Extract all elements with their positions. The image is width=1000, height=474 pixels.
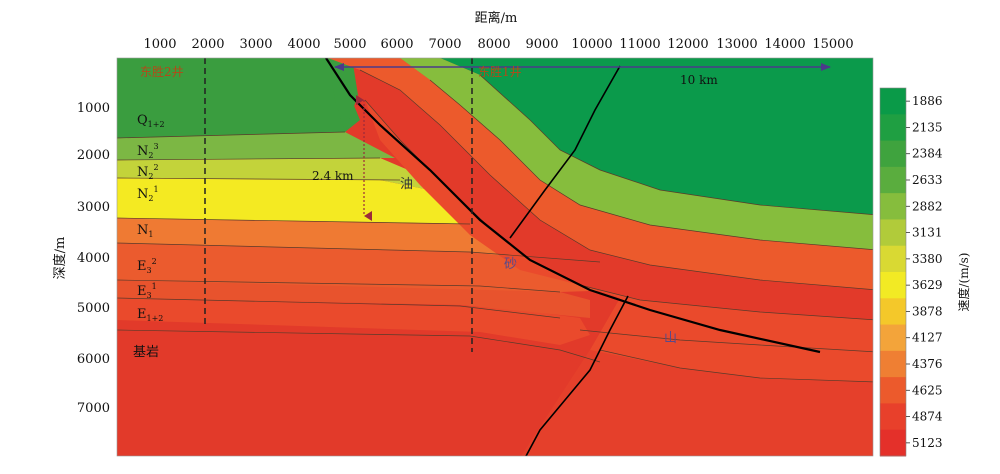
x-tick: 9000 xyxy=(525,37,558,52)
colorbar-tick-label: 1886 xyxy=(912,94,943,108)
x-axis-ticks: 1000 2000 3000 4000 5000 6000 7000 8000 … xyxy=(143,37,853,52)
layer-e12 xyxy=(117,298,680,456)
colorbar-tick-label: 2882 xyxy=(912,199,943,213)
strata-labels: Q1+2 N23 N22 N21 N1 E32 E31 E1+2 基岩 xyxy=(133,113,165,360)
colorbar-swatch xyxy=(880,324,906,352)
x-tick: 6000 xyxy=(380,37,413,52)
layer-right-orange-upper xyxy=(328,58,873,290)
x-tick: 11000 xyxy=(619,37,660,52)
x-tick: 4000 xyxy=(287,37,320,52)
x-tick: 10000 xyxy=(571,37,612,52)
horizon-lines xyxy=(117,69,873,383)
x-tick: 8000 xyxy=(477,37,510,52)
colorbar-swatch xyxy=(880,272,906,299)
x-axis-label: 距离/m xyxy=(475,10,518,26)
colorbar-tick-label: 3380 xyxy=(912,252,943,266)
layer-e3-2 xyxy=(117,243,620,292)
scale-bar-label: 10 km xyxy=(680,73,718,87)
plot-frame xyxy=(116,57,874,457)
x-tick: 15000 xyxy=(812,37,853,52)
well-label-dongsheng-2: 东胜2井 xyxy=(140,64,184,79)
velocity-colorbar: 1886 2135 2384 2633 2882 3131 3380 3629 3878 4127… xyxy=(879,87,971,457)
y-tick: 6000 xyxy=(77,352,110,367)
layer-n2-1 xyxy=(117,178,480,224)
colorbar-swatch xyxy=(880,166,906,194)
strata-label-basement: 基岩 xyxy=(133,345,159,360)
well-label-dongsheng-1: 东胜1井 xyxy=(478,64,522,79)
colorbar-tick-label: 4874 xyxy=(912,410,943,424)
colorbar-tick-label: 4625 xyxy=(912,383,943,397)
colorbar-swatch xyxy=(880,193,906,220)
colorbar-tick-label: 3629 xyxy=(912,278,943,292)
x-tick: 2000 xyxy=(191,37,224,52)
strata-label-n2-2: N22 xyxy=(137,163,159,181)
colorbar-tick-label: 3131 xyxy=(912,226,943,240)
colorbar-tick-label: 2633 xyxy=(912,173,943,187)
y-tick: 7000 xyxy=(77,401,110,416)
x-tick: 14000 xyxy=(764,37,805,52)
layer-n1 xyxy=(117,218,560,262)
mountain-label: 山 xyxy=(664,331,677,346)
secondary-fault-lower xyxy=(525,295,629,456)
colorbar-tick-label: 4127 xyxy=(912,331,943,345)
colorbar-tick-label: 2384 xyxy=(912,147,943,161)
colorbar-tick-label: 3878 xyxy=(912,304,943,318)
layer-q-wedge xyxy=(328,58,358,132)
y-tick: 5000 xyxy=(77,301,110,316)
y-axis-ticks: 1000 2000 3000 4000 5000 6000 7000 xyxy=(77,101,110,416)
layer-right-green xyxy=(440,58,873,215)
x-tick: 5000 xyxy=(333,37,366,52)
strata-label-q12: Q1+2 xyxy=(137,113,165,129)
colorbar-swatch xyxy=(880,377,906,404)
strata-label-n2-1: N21 xyxy=(137,185,159,203)
strata-label-e12: E1+2 xyxy=(137,307,163,323)
layer-n2-3 xyxy=(117,132,395,160)
colorbar-swatch xyxy=(880,114,906,142)
colorbar-swatch xyxy=(880,350,906,378)
y-tick: 2000 xyxy=(77,148,110,163)
strata-label-n2-3: N23 xyxy=(137,142,159,160)
strata-label-e3-1: E31 xyxy=(137,282,157,300)
colorbar-swatch xyxy=(880,219,906,247)
strata-label-n1: N1 xyxy=(137,223,153,239)
x-tick: 3000 xyxy=(239,37,272,52)
colorbar-swatch xyxy=(880,429,906,457)
layer-right-deep xyxy=(521,350,873,456)
colorbar-swatch xyxy=(880,140,906,168)
colorbar-swatches xyxy=(880,88,906,457)
y-tick: 3000 xyxy=(77,200,110,215)
x-tick: 1000 xyxy=(143,37,176,52)
layer-n2-2 xyxy=(117,158,430,190)
colorbar-tick-label: 2135 xyxy=(912,120,943,134)
x-tick: 12000 xyxy=(667,37,708,52)
secondary-fault-upper xyxy=(509,65,621,239)
section-plot xyxy=(117,58,873,456)
y-tick: 4000 xyxy=(77,251,110,266)
x-tick: 13000 xyxy=(716,37,757,52)
y-tick: 1000 xyxy=(77,101,110,116)
colorbar-ticks: 1886 2135 2384 2633 2882 3131 3380 3629 3878 4127… xyxy=(906,94,943,450)
layer-right-red xyxy=(360,70,873,320)
colorbar-tick-label: 4376 xyxy=(912,357,943,371)
layer-right-light-green xyxy=(400,58,873,250)
depth-span-label: 2.4 km xyxy=(312,169,354,183)
y-axis-label: 深度/m xyxy=(52,237,68,280)
colorbar-swatch xyxy=(880,403,906,431)
x-tick: 7000 xyxy=(428,37,461,52)
sand-label: 砂 xyxy=(504,257,517,272)
layer-right-lower xyxy=(365,100,873,456)
colorbar-tick-label: 5123 xyxy=(912,436,943,450)
colorbar-label: 速度/(m/s) xyxy=(956,253,971,312)
colorbar-swatch xyxy=(880,298,906,326)
colorbar-swatch xyxy=(880,245,906,273)
oil-label: 油 xyxy=(400,177,413,192)
strata-label-e3-2: E32 xyxy=(137,257,157,275)
colorbar-frame xyxy=(879,87,907,457)
colorbar-swatch xyxy=(880,88,906,115)
layer-q xyxy=(117,58,360,138)
